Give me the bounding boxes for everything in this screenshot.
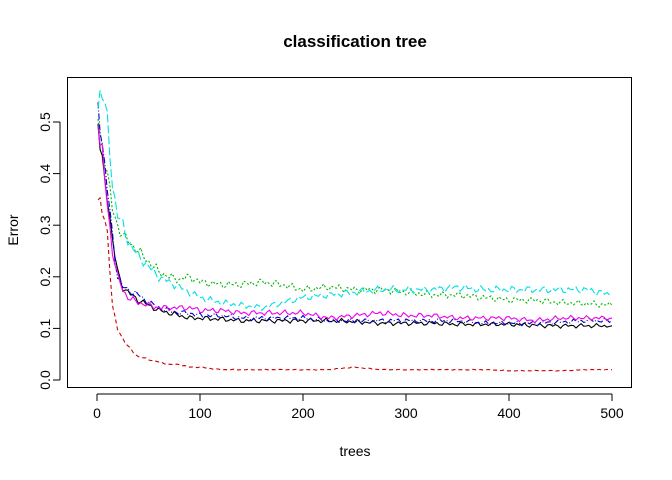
series-layer [97, 90, 613, 372]
x-axis-label: trees [339, 443, 370, 459]
error-series-line [97, 90, 613, 312]
y-tick-label: 0.4 [37, 164, 53, 184]
x-tick-label: 300 [394, 405, 418, 421]
x-tick-label: 500 [600, 405, 624, 421]
error-series-line [97, 118, 613, 308]
y-tick-label: 0.3 [37, 215, 53, 235]
error-series-line [97, 102, 613, 327]
y-axis-label: Error [5, 214, 21, 245]
y-tick-label: 0.5 [37, 112, 53, 132]
x-tick-label: 100 [188, 405, 212, 421]
x-tick-label: 200 [291, 405, 315, 421]
x-axis: 0 100 200 300 400 500 [93, 393, 624, 421]
y-axis: 0.0 0.1 0.2 0.3 0.4 0.5 [37, 112, 61, 390]
chart-title: classification tree [283, 32, 427, 51]
y-tick-label: 0.1 [37, 318, 53, 338]
y-tick-label: 0.2 [37, 267, 53, 287]
error-series-line [97, 126, 613, 324]
x-tick-label: 0 [93, 405, 101, 421]
y-tick-label: 0.0 [37, 370, 53, 390]
plot-area-frame [67, 77, 632, 388]
error-series-line [97, 123, 613, 329]
x-tick-label: 400 [497, 405, 521, 421]
error-series-line [97, 196, 613, 372]
